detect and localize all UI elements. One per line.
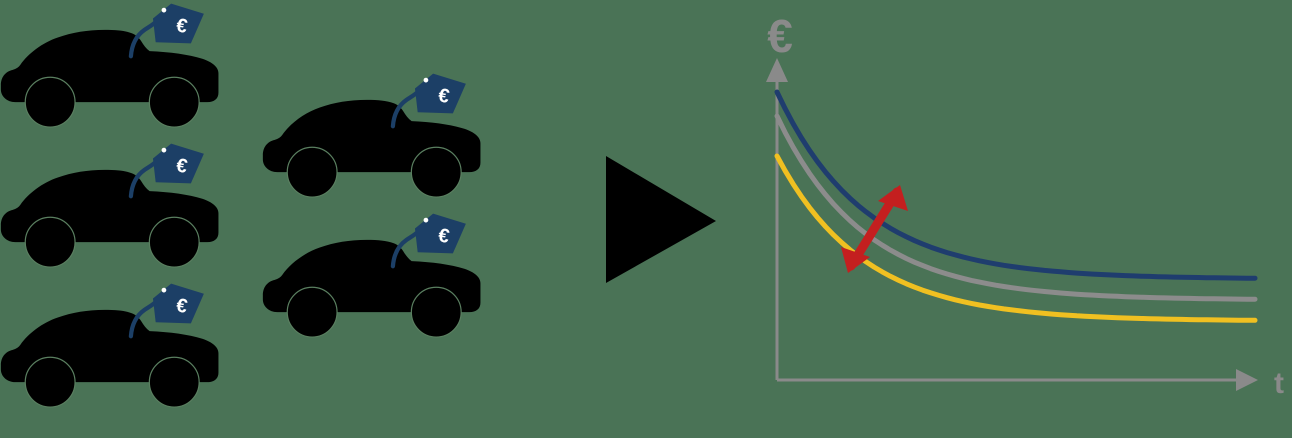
svg-text:t: t (1274, 367, 1284, 400)
svg-text:€: € (767, 10, 793, 62)
